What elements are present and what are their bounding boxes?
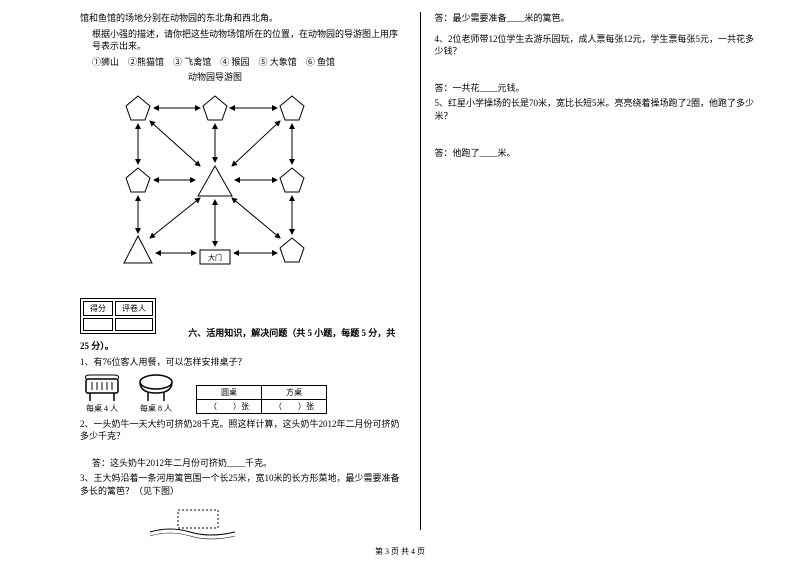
left-column: 馆和鱼馆的场地分别在动物园的东北角和西北角。 根据小强的描述，请你把这些动物场馆… [80, 12, 406, 530]
zoo-diagram: 大门 [100, 88, 330, 288]
gate-box: 大门 [200, 250, 230, 264]
intro-line-2: 根据小强的描述，请你把这些动物场馆所在的位置，在动物园的导游图上用序号表示出来。 [80, 28, 406, 53]
pentagon-icon [280, 168, 304, 192]
question-3-answer: 答：最少需要准备____米的篱笆。 [435, 12, 761, 25]
triangle-icon [124, 236, 152, 263]
dashed-rect-diagram [140, 504, 406, 542]
square-table-icon: 每桌 4 人 [80, 373, 124, 414]
question-4: 4、2位老师带12位学生去游乐园玩，成人票每张12元，学生票每张5元，一共花多少… [435, 33, 761, 58]
score-cell: 得分 [83, 301, 113, 316]
pentagon-icon [126, 168, 150, 192]
page-container: 馆和鱼馆的场地分别在动物园的东北角和西北角。 根据小强的描述，请你把这些动物场馆… [0, 0, 800, 530]
triangle-icon [198, 166, 232, 196]
grader-cell: 评卷人 [115, 301, 153, 316]
question-1: 1、有76位客人用餐，可以怎样安排桌子？ [80, 356, 406, 369]
table-icons-row: 每桌 4 人 每桌 8 人 圆桌 方桌 （ ）张 （ ）张 [80, 373, 406, 414]
diagram-title: 动物园导游图 [100, 71, 330, 84]
question-4-answer: 答：一共花____元钱。 [435, 82, 761, 95]
round-table-icon: 每桌 8 人 [134, 373, 178, 414]
score-box: 得分 评卷人 [80, 298, 156, 334]
table-cell: （ ）张 [262, 399, 327, 413]
question-2-answer: 答：这头奶牛2012年二月份可挤奶____千克。 [80, 457, 406, 470]
gate-label: 大门 [208, 253, 222, 262]
icon-label: 每桌 4 人 [80, 403, 124, 414]
right-column: 答：最少需要准备____米的篱笆。 4、2位老师带12位学生去游乐园玩，成人票每… [435, 12, 761, 530]
table-cell: （ ）张 [197, 399, 262, 413]
page-footer: 第 3 页 共 4 页 [0, 546, 800, 557]
arrow-line [150, 198, 200, 238]
pentagon-icon [280, 238, 304, 262]
legend-line: ①狮山 ②熊猫馆 ③ 飞禽馆 ④ 猴园 ⑤ 大象馆 ⑥ 鱼馆 [80, 56, 406, 69]
pentagon-icon [280, 96, 304, 120]
arrow-line [150, 121, 200, 166]
icon-label: 每桌 8 人 [134, 403, 178, 414]
pentagon-icon [203, 96, 227, 120]
question-3: 3、王大妈沿着一条河用篱笆围一个长25米，宽10米的长方形菜地，最少需要准备多长… [80, 472, 406, 497]
arrow-line [232, 121, 280, 166]
table-header: 圆桌 [197, 385, 262, 399]
answer-table: 圆桌 方桌 （ ）张 （ ）张 [196, 385, 327, 414]
question-5-answer: 答：他跑了____米。 [435, 147, 761, 160]
table-header: 方桌 [262, 385, 327, 399]
question-5: 5、红星小学操场的长是70米，宽比长短5米。亮亮绕着操场跑了2圈，他跑了多少米？ [435, 97, 761, 122]
pentagon-icon [126, 96, 150, 120]
question-2: 2、一头奶牛一天大约可挤奶28千克。照这样计算，这头奶牛2012年二月份可挤奶多… [80, 418, 406, 443]
intro-line-1: 馆和鱼馆的场地分别在动物园的东北角和西北角。 [80, 12, 406, 25]
arrow-line [232, 198, 280, 238]
column-divider [420, 12, 421, 530]
